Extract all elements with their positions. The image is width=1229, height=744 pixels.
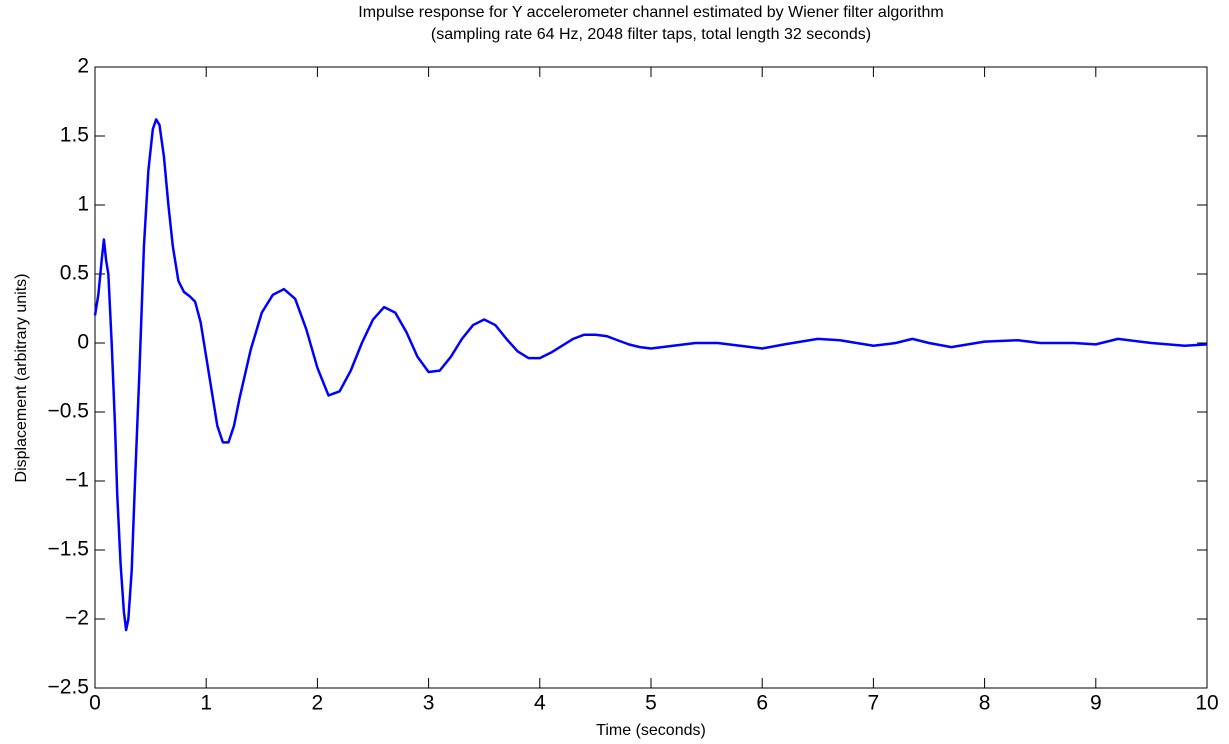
y-tick-label: −1	[65, 469, 89, 492]
x-tick-label: 9	[1090, 692, 1102, 715]
y-tick-label: 1	[77, 193, 89, 216]
chart-subtitle: (sampling rate 64 Hz, 2048 filter taps, …	[431, 26, 871, 43]
x-tick-label: 7	[868, 692, 880, 715]
y-tick-label: −1.5	[48, 538, 89, 561]
y-tick-label: 0.5	[60, 262, 89, 285]
x-tick-label: 6	[756, 692, 768, 715]
x-tick-label: 10	[1195, 692, 1218, 715]
data-line	[93, 118, 1208, 632]
y-tick-label: −0.5	[48, 400, 89, 423]
x-tick-label: 5	[645, 692, 657, 715]
y-tick-label: 1.5	[60, 124, 89, 147]
plot-frame	[94, 66, 1208, 689]
x-tick-label: 3	[423, 692, 435, 715]
x-tick-label: 8	[979, 692, 991, 715]
x-tick-label: 0	[89, 692, 101, 715]
y-tick-label: 2	[77, 55, 89, 78]
y-tick-label: 0	[77, 331, 89, 354]
x-axis-label: Time (seconds)	[596, 722, 706, 739]
x-tick-label: 2	[312, 692, 324, 715]
chart-title: Impulse response for Y accelerometer cha…	[358, 4, 943, 21]
y-tick-label: −2	[65, 607, 89, 630]
x-tick-label: 1	[200, 692, 212, 715]
y-axis-label: Displacement (arbitrary units)	[13, 274, 30, 483]
y-tick-label: −2.5	[48, 676, 89, 699]
x-tick-label: 4	[534, 692, 546, 715]
